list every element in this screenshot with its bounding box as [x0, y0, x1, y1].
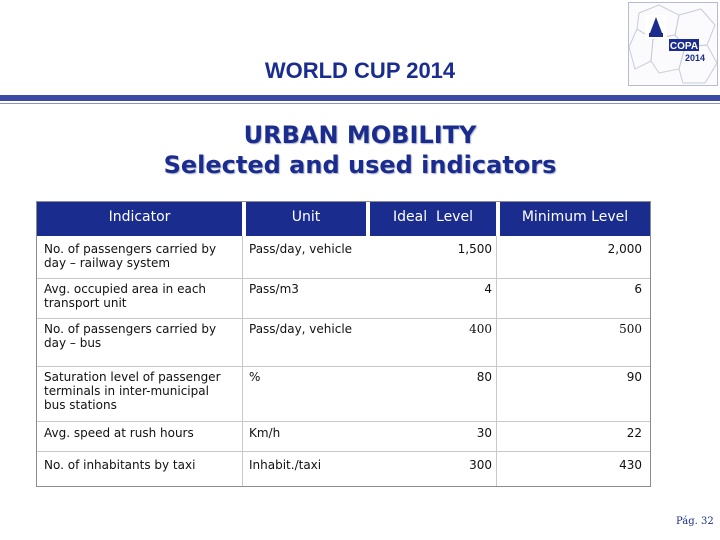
column-header-ideal-level: Ideal Level — [393, 209, 473, 225]
indicator-cell: Avg. occupied area in each transport uni… — [44, 282, 239, 310]
indicator-text: Avg. occupied area in each — [44, 282, 207, 296]
unit-cell: Km/h — [249, 426, 281, 440]
row-divider — [37, 318, 650, 319]
slide-title-line2: Selected and used indicators — [163, 151, 557, 179]
ideal-level-cell: 1,500 — [457, 242, 492, 256]
indicator-cell: No. of passengers carried by day – bus — [44, 322, 239, 350]
unit-cell: % — [249, 370, 261, 384]
slide-title: URBAN MOBILITY Selected and used indicat… — [0, 120, 720, 180]
unit-cell: Pass/m3 — [249, 282, 299, 296]
svg-text:2014: 2014 — [685, 53, 705, 63]
column-divider — [496, 236, 497, 486]
minimum-level-cell: 500 — [619, 322, 642, 336]
column-header-minimum-level: Minimum Level — [521, 209, 629, 225]
indicator-text: Saturation level of passenger — [44, 370, 221, 384]
slide-title-line1: URBAN MOBILITY — [243, 121, 477, 149]
row-divider — [37, 366, 650, 367]
column-header-unit: Unit — [291, 209, 321, 225]
unit-cell: Pass/day, vehicle — [249, 322, 353, 336]
page-number: Pág. 32 — [676, 516, 714, 527]
minimum-level-cell: 430 — [619, 458, 642, 472]
indicator-cell: Saturation level of passenger terminals … — [44, 370, 239, 412]
indicator-text: No. of passengers carried by — [44, 242, 217, 256]
indicators-table: Indicator Unit Ideal Level Minimum Level… — [36, 201, 651, 487]
header-title: WORLD CUP 2014 — [264, 58, 456, 83]
minimum-level-cell: 22 — [626, 426, 642, 440]
world-cup-logo-icon: COPA 2014 — [628, 2, 718, 86]
row-divider — [37, 278, 650, 279]
header-divider-thin — [0, 103, 720, 104]
ideal-level-cell: 30 — [476, 426, 492, 440]
indicator-text: bus stations — [44, 398, 117, 412]
minimum-level-cell: 90 — [626, 370, 642, 384]
unit-cell: Inhabit./taxi — [249, 458, 322, 472]
ideal-level-cell: 400 — [469, 322, 492, 336]
indicator-text: day – railway system — [44, 256, 171, 270]
column-header-indicator: Indicator — [108, 209, 171, 225]
indicator-cell: Avg. speed at rush hours — [44, 426, 194, 440]
indicator-cell: No. of inhabitants by taxi — [44, 458, 196, 472]
column-divider — [242, 236, 243, 486]
header-separator — [496, 202, 500, 236]
row-divider — [37, 451, 650, 452]
ideal-level-cell: 80 — [476, 370, 492, 384]
svg-text:COPA: COPA — [670, 41, 698, 52]
indicator-text: No. of passengers carried by — [44, 322, 217, 336]
indicator-text: transport unit — [44, 296, 127, 310]
indicator-text: day – bus — [44, 336, 102, 350]
ideal-level-cell: 300 — [469, 458, 492, 472]
minimum-level-cell: 6 — [634, 282, 642, 296]
ideal-level-cell: 4 — [484, 282, 492, 296]
indicator-cell: No. of passengers carried by day – railw… — [44, 242, 239, 270]
row-divider — [37, 421, 650, 422]
indicator-text: terminals in inter-municipal — [44, 384, 209, 398]
header-separator — [366, 202, 370, 236]
header-divider — [0, 95, 720, 101]
unit-cell: Pass/day, vehicle — [249, 242, 353, 256]
table-header: Indicator Unit Ideal Level Minimum Level — [37, 202, 650, 236]
header-separator — [242, 202, 246, 236]
minimum-level-cell: 2,000 — [607, 242, 642, 256]
